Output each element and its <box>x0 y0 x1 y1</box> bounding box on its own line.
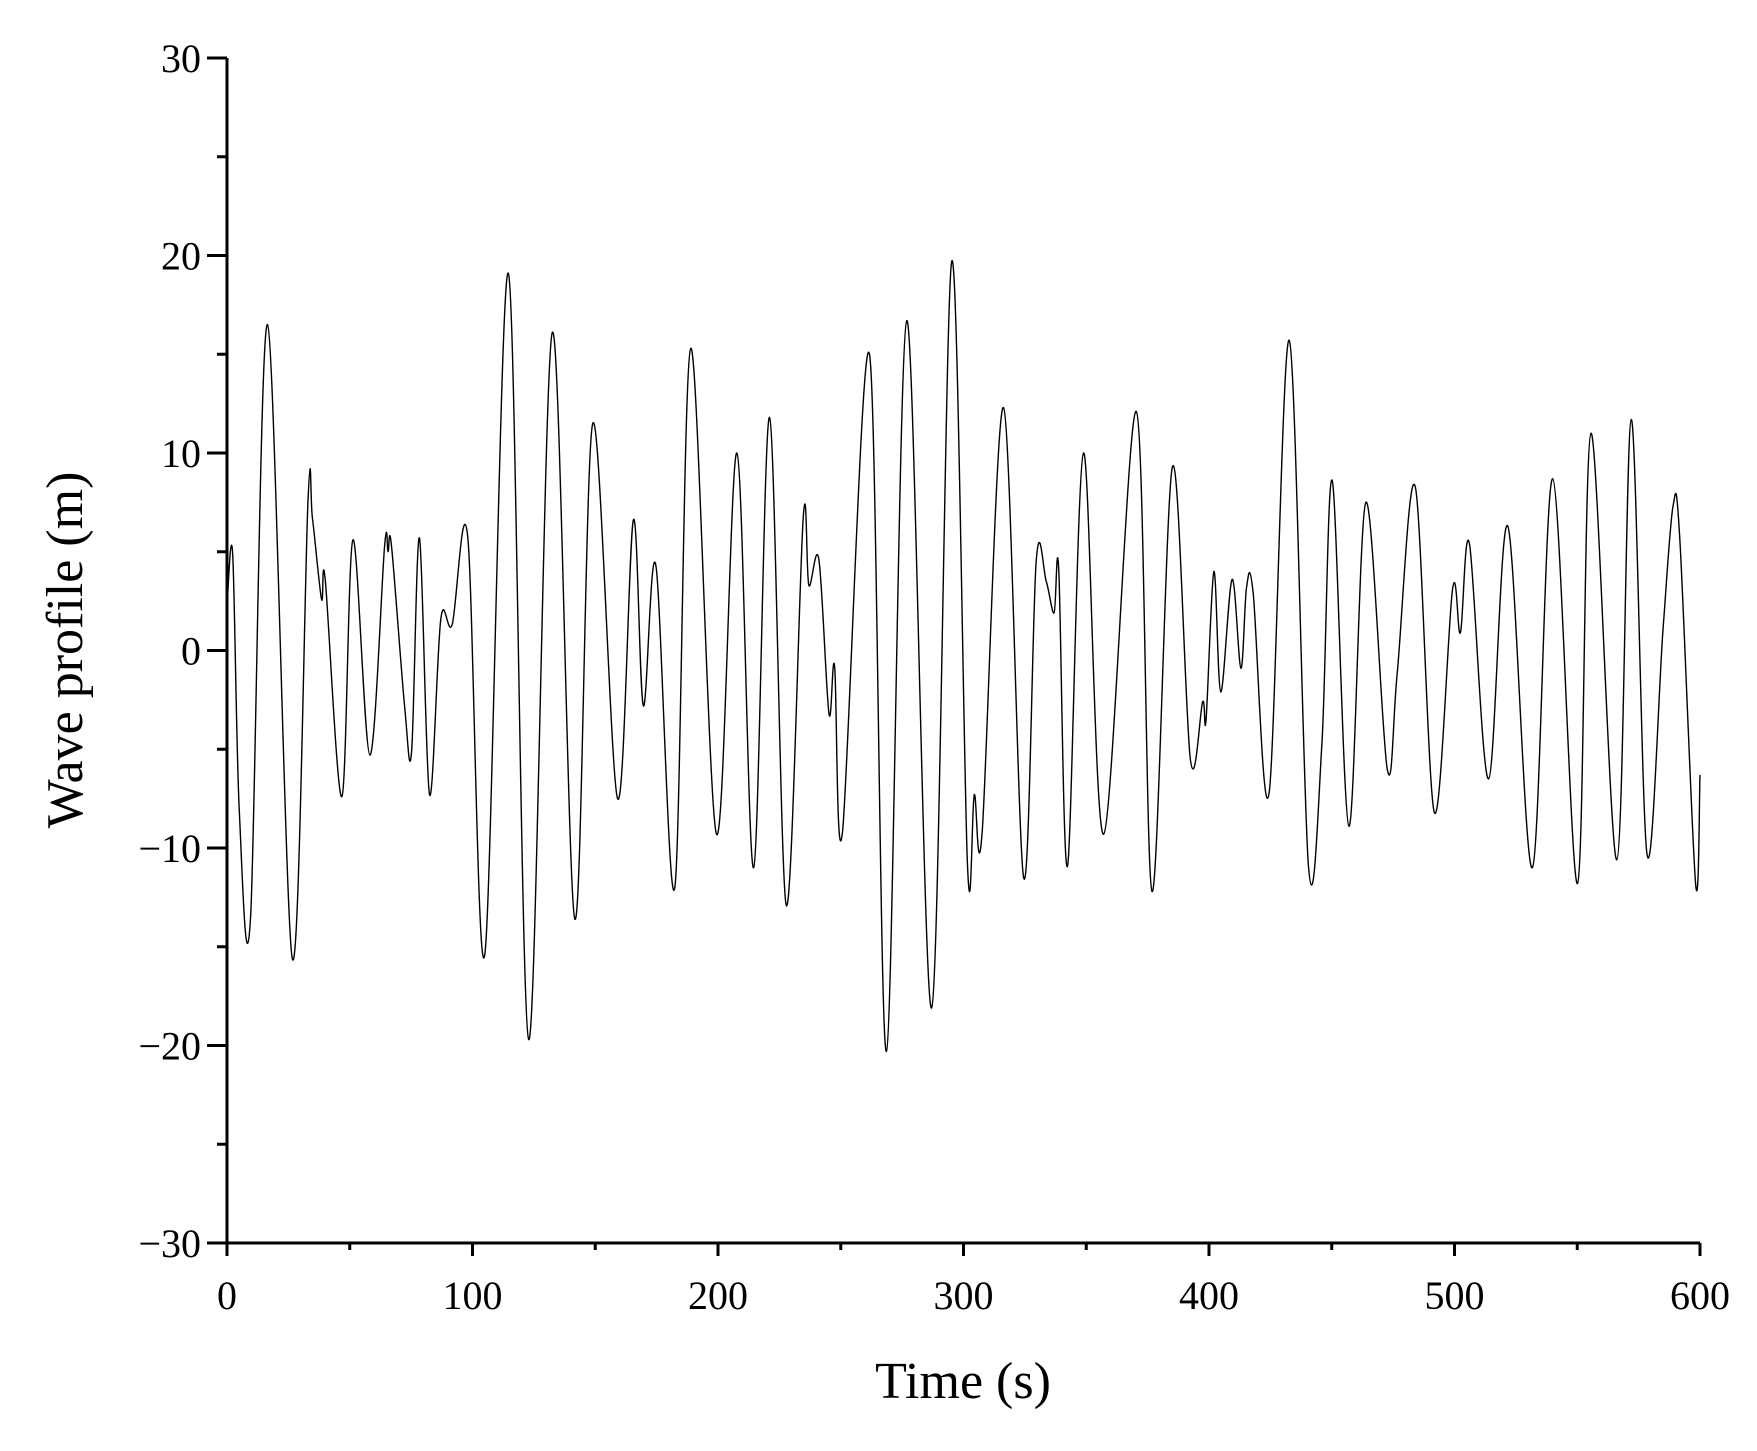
x-tick-label: 400 <box>1179 1273 1239 1318</box>
y-tick-label: −30 <box>138 1221 201 1266</box>
x-axis-title: Time (s) <box>875 1353 1051 1410</box>
y-tick-label: −10 <box>138 826 201 871</box>
y-tick-label: 30 <box>161 36 201 81</box>
wave-line <box>226 260 1701 1053</box>
y-tick-label: 20 <box>161 234 201 279</box>
x-tick-label: 300 <box>934 1273 994 1318</box>
y-axis-title: Wave profile (m) <box>37 472 94 829</box>
y-tick-label: −20 <box>138 1024 201 1069</box>
x-tick-label: 200 <box>688 1273 748 1318</box>
x-tick-label: 600 <box>1670 1273 1730 1318</box>
y-tick-label: 0 <box>181 629 201 674</box>
x-tick-label: 500 <box>1425 1273 1485 1318</box>
y-tick-label: 10 <box>161 431 201 476</box>
x-tick-label: 0 <box>217 1273 237 1318</box>
x-tick-label: 100 <box>443 1273 503 1318</box>
